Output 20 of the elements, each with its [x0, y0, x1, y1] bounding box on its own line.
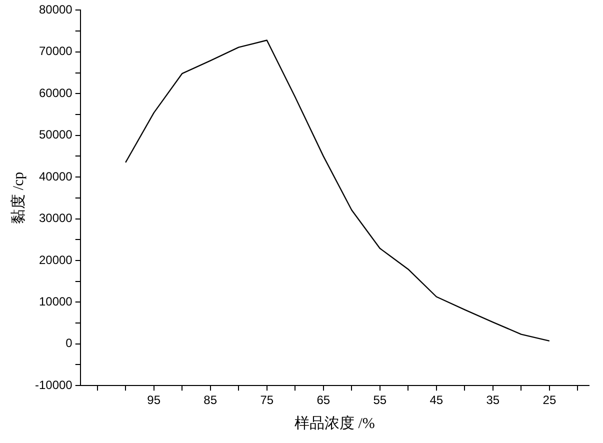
y-axis-title: 黏度 /cp — [10, 172, 27, 224]
x-tick-label: 45 — [430, 393, 444, 408]
x-axis-title: 样品浓度 /% — [294, 414, 375, 432]
x-tick-label: 75 — [260, 393, 274, 408]
y-tick-label: 0 — [66, 336, 73, 350]
y-tick-label: 40000 — [38, 169, 73, 184]
x-tick-label: 25 — [542, 393, 556, 408]
y-tick-label: 20000 — [38, 252, 73, 267]
x-tick-label: 85 — [204, 393, 218, 408]
y-tick-label: 30000 — [38, 211, 73, 226]
y-tick-label: 70000 — [38, 44, 73, 58]
y-tick-label: 50000 — [38, 128, 73, 142]
y-tick-label: 80000 — [38, 2, 73, 17]
x-tick-label: 55 — [373, 393, 387, 408]
x-tick-label: 95 — [147, 393, 161, 408]
x-tick-label: 65 — [316, 393, 330, 408]
y-tick-label: -10000 — [34, 378, 73, 392]
y-tick-label: 60000 — [38, 86, 73, 100]
y-tick-label: 10000 — [38, 294, 73, 308]
x-tick-label: 35 — [486, 393, 500, 408]
